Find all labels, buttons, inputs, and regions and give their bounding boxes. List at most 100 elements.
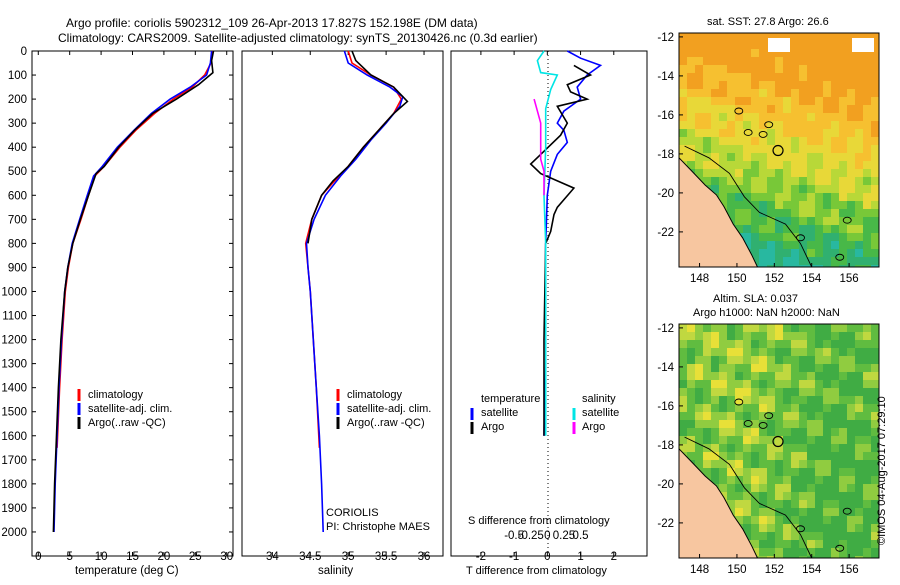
map-cell (703, 137, 711, 145)
map-cell (871, 81, 879, 89)
map-cell (807, 476, 815, 484)
map-cell (847, 452, 855, 460)
map-cell (831, 508, 839, 516)
map-cell (871, 49, 879, 57)
map-cell (743, 492, 751, 500)
map-cell (815, 348, 823, 356)
map-cell (679, 404, 687, 412)
map-cell (751, 444, 759, 452)
x-tick-label: 1 (577, 551, 583, 563)
sla-map-title2: Argo h1000: NaN h2000: NaN (693, 307, 840, 319)
map-cell (871, 372, 879, 380)
map-cell (703, 396, 711, 404)
map-cell (751, 217, 759, 225)
map-cell (703, 145, 711, 153)
map-cell (687, 129, 695, 137)
map-cell (855, 348, 863, 356)
map-cell (863, 540, 871, 548)
map-cell (847, 396, 855, 404)
map-cell (679, 332, 687, 340)
sla-map-image (678, 324, 879, 559)
map-cell (831, 217, 839, 225)
map-cell (799, 332, 807, 340)
map-cell (863, 524, 871, 532)
map-cell (807, 452, 815, 460)
legend-temp-argo: Argo (481, 421, 504, 433)
map-cell (783, 161, 791, 169)
map-cell (799, 364, 807, 372)
map-cell (823, 209, 831, 217)
map-cell (687, 332, 695, 340)
map-cell (799, 65, 807, 73)
depth-tick-label: 0 (21, 46, 27, 58)
sst-map-title: sat. SST: 27.8 Argo: 26.6 (707, 16, 829, 28)
map-cell (823, 428, 831, 436)
map-cell (871, 332, 879, 340)
map-cell (863, 81, 871, 89)
map-cell (831, 41, 839, 49)
map-cell (719, 49, 727, 57)
missing-data-patch (768, 38, 790, 52)
map-cell (815, 241, 823, 249)
map-cell (783, 145, 791, 153)
map-cell (735, 161, 743, 169)
map-cell (719, 452, 727, 460)
map-cell (783, 372, 791, 380)
map-cell (759, 356, 767, 364)
map-cell (775, 556, 783, 558)
map-cell (799, 452, 807, 460)
map-cell (791, 257, 799, 265)
map-cell (799, 428, 807, 436)
map-cell (871, 532, 879, 540)
map-cell (719, 404, 727, 412)
map-cell (855, 524, 863, 532)
depth-tick-label: 2000 (1, 527, 27, 539)
map-cell (791, 348, 799, 356)
map-cell (767, 508, 775, 516)
map-cell (687, 364, 695, 372)
map-cell (815, 153, 823, 161)
map-cell (839, 145, 847, 153)
map-cell (703, 348, 711, 356)
map-cell (783, 217, 791, 225)
map-cell (831, 129, 839, 137)
map-cell (703, 324, 711, 332)
temperature-legend: climatology satellite-adj. clim. Argo(..ra… (77, 389, 172, 429)
map-cell (751, 388, 759, 396)
map-cell (815, 193, 823, 201)
map-cell (759, 340, 767, 348)
map-cell (871, 97, 879, 105)
map-cell (695, 137, 703, 145)
map-cell (783, 444, 791, 452)
map-cell (823, 161, 831, 169)
map-cell (719, 41, 727, 49)
map-cell (767, 436, 775, 444)
map-cell (711, 404, 719, 412)
map-cell (871, 396, 879, 404)
map-cell (871, 257, 879, 265)
map-cell (743, 500, 751, 508)
map-cell (775, 265, 783, 267)
map-cell (751, 137, 759, 145)
map-cell (703, 33, 711, 41)
map-cell (783, 428, 791, 436)
map-cell (759, 540, 767, 548)
map-cell (855, 225, 863, 233)
map-cell (799, 324, 807, 332)
map-cell (799, 444, 807, 452)
legend-label-0: climatology (88, 389, 144, 401)
map-cell (815, 57, 823, 65)
map-cell (863, 412, 871, 420)
x-tick-label: 10 (95, 551, 108, 563)
map-cell (703, 428, 711, 436)
map-cell (703, 380, 711, 388)
map-cell (807, 113, 815, 121)
map-cell (735, 404, 743, 412)
map-cell (839, 89, 847, 97)
map-cell (823, 420, 831, 428)
map-cell (735, 201, 743, 209)
map-cell (815, 265, 823, 267)
map-cell (847, 436, 855, 444)
map-cell (759, 436, 767, 444)
map-cell (767, 161, 775, 169)
